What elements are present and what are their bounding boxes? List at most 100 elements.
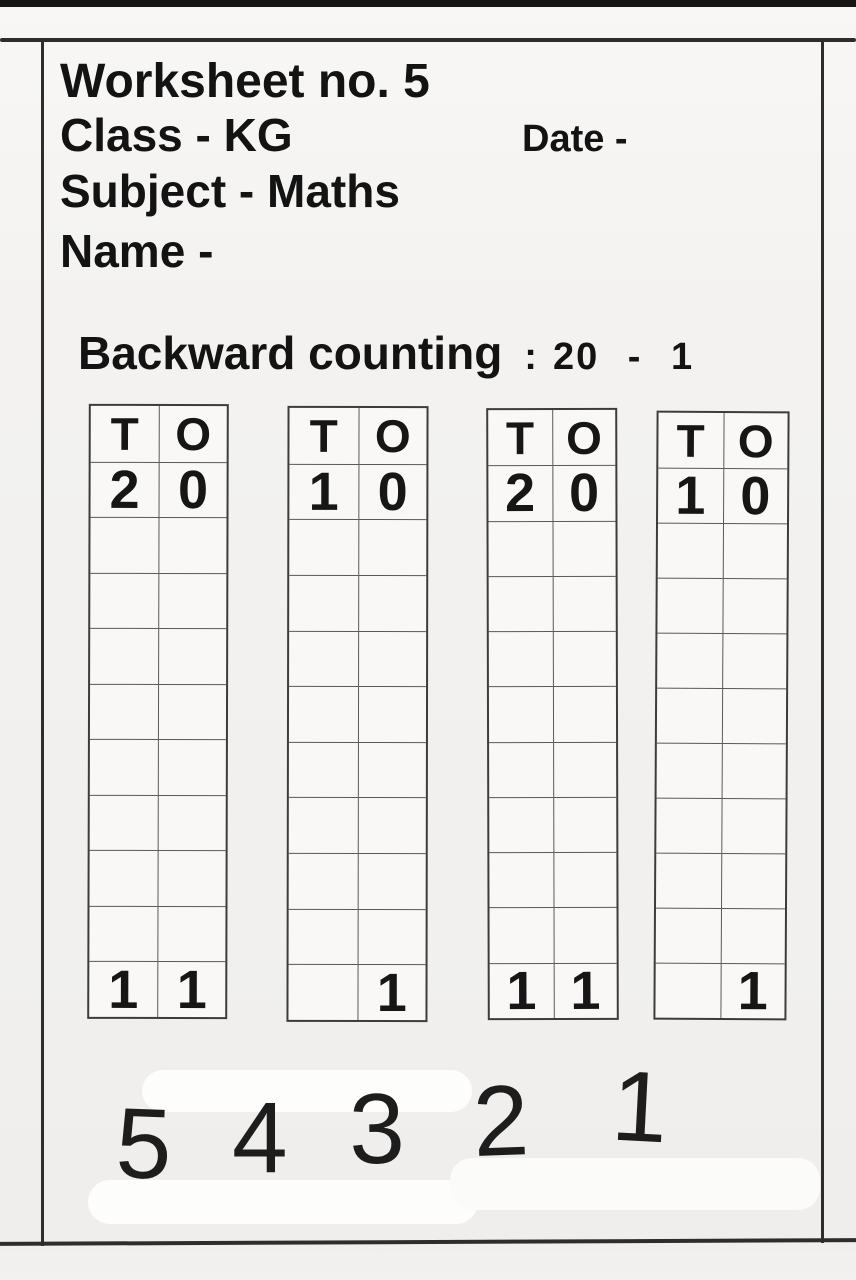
ones-cell [357, 741, 426, 798]
tens-cell [656, 797, 722, 853]
ones-cell [157, 683, 227, 740]
ones-cell [157, 905, 226, 962]
cell-value: 1 [376, 964, 407, 1021]
tens-cell [89, 905, 158, 962]
tens-cell [89, 850, 158, 906]
whiteout-patch [142, 1070, 472, 1112]
ones-cell [157, 850, 226, 907]
ones-cell [552, 686, 617, 742]
bottom-number-5: 5 [114, 1087, 174, 1201]
exercise-title-text: Backward counting [78, 327, 503, 379]
ones-cell [357, 853, 426, 909]
cell-value: O [737, 414, 774, 467]
tens-cell [288, 741, 358, 798]
ones-cell [552, 630, 616, 687]
tens-cell: 2 [488, 465, 552, 521]
ones-cell: 0 [158, 461, 227, 518]
exercise-colon: : [524, 336, 537, 378]
ones-cell [721, 688, 787, 744]
tens-cell: 1 [89, 961, 158, 1017]
ones-cell: 1 [356, 964, 426, 1021]
tens-cell [489, 852, 554, 908]
tens-cell [489, 796, 553, 853]
ones-cell [721, 633, 787, 689]
cell-value: O [566, 411, 602, 464]
tens-cell [655, 852, 721, 908]
whiteout-patch [88, 1180, 478, 1224]
photo-bottom-edge [0, 0, 856, 7]
tens-cell [489, 907, 554, 963]
ones-cell [551, 520, 616, 576]
tens-cell [656, 742, 722, 798]
cell-value: 1 [675, 467, 706, 524]
ones-cell [357, 519, 427, 576]
ones-cell [357, 630, 427, 687]
ones-cell [722, 523, 788, 579]
ones-cell: O [158, 406, 227, 462]
tens-cell [89, 794, 158, 851]
frame-bottom-line [0, 1238, 856, 1246]
frame-right-line [821, 40, 824, 1243]
ones-cell [720, 852, 786, 909]
cell-value: T [505, 411, 535, 464]
ones-cell [721, 578, 787, 634]
exercise-range: 20 - 1 [552, 336, 695, 378]
exercise-title: Backward counting:20 - 1 [78, 330, 694, 379]
ones-cell [157, 739, 226, 795]
tens-cell [655, 907, 721, 963]
tens-cell [656, 687, 722, 743]
tens-cell [89, 683, 159, 740]
ones-cell: O [357, 408, 427, 464]
bottom-number-3: 3 [348, 1072, 406, 1186]
ones-cell [158, 572, 227, 629]
tens-cell [657, 632, 722, 689]
bottom-number-4: 4 [232, 1082, 288, 1194]
tens-cell [657, 522, 723, 579]
ones-cell [157, 794, 226, 851]
cell-value: 1 [737, 962, 768, 1019]
ones-cell [552, 796, 617, 853]
tens-cell: T [488, 410, 552, 465]
cell-value: 1 [108, 961, 139, 1017]
bottom-number-2: 2 [471, 1064, 531, 1178]
tens-cell [288, 908, 358, 965]
ones-cell [357, 908, 426, 965]
tens-cell [89, 739, 158, 795]
cell-value: T [309, 409, 338, 462]
ones-cell [158, 628, 227, 684]
tens-cell [489, 741, 553, 798]
ones-cell: 1 [553, 962, 617, 1018]
cell-value: O [374, 409, 411, 462]
cell-value: O [175, 407, 212, 460]
cell-value: 0 [377, 463, 408, 520]
ones-cell [721, 742, 786, 799]
class-line: Class - KG [60, 109, 293, 161]
tens-cell [657, 577, 723, 634]
cell-value: 1 [308, 463, 339, 520]
tens-cell: 1 [489, 962, 554, 1019]
tens-cell [488, 520, 553, 576]
tens-cell [289, 574, 358, 631]
ones-cell: 0 [357, 463, 427, 520]
cell-value: 1 [506, 962, 537, 1019]
tens-cell: T [289, 408, 358, 464]
ones-cell [158, 517, 227, 573]
ones-cell: 0 [722, 468, 788, 524]
bottom-number-1: 1 [609, 1049, 671, 1165]
tens-cell: T [91, 406, 159, 462]
cell-value: 1 [176, 961, 207, 1018]
tens-cell [488, 631, 553, 687]
tens-cell: T [658, 413, 723, 468]
ones-cell: O [722, 413, 788, 469]
frame-top-line [0, 38, 856, 42]
date-label: Date - [522, 118, 628, 160]
ones-cell [720, 907, 785, 964]
ones-cell [357, 797, 426, 854]
ones-cell: 1 [719, 962, 785, 1019]
tens-cell [488, 686, 553, 742]
tens-cell [90, 627, 159, 684]
subject-line: Subject - Maths [60, 165, 400, 217]
tens-cell: 1 [658, 467, 723, 524]
